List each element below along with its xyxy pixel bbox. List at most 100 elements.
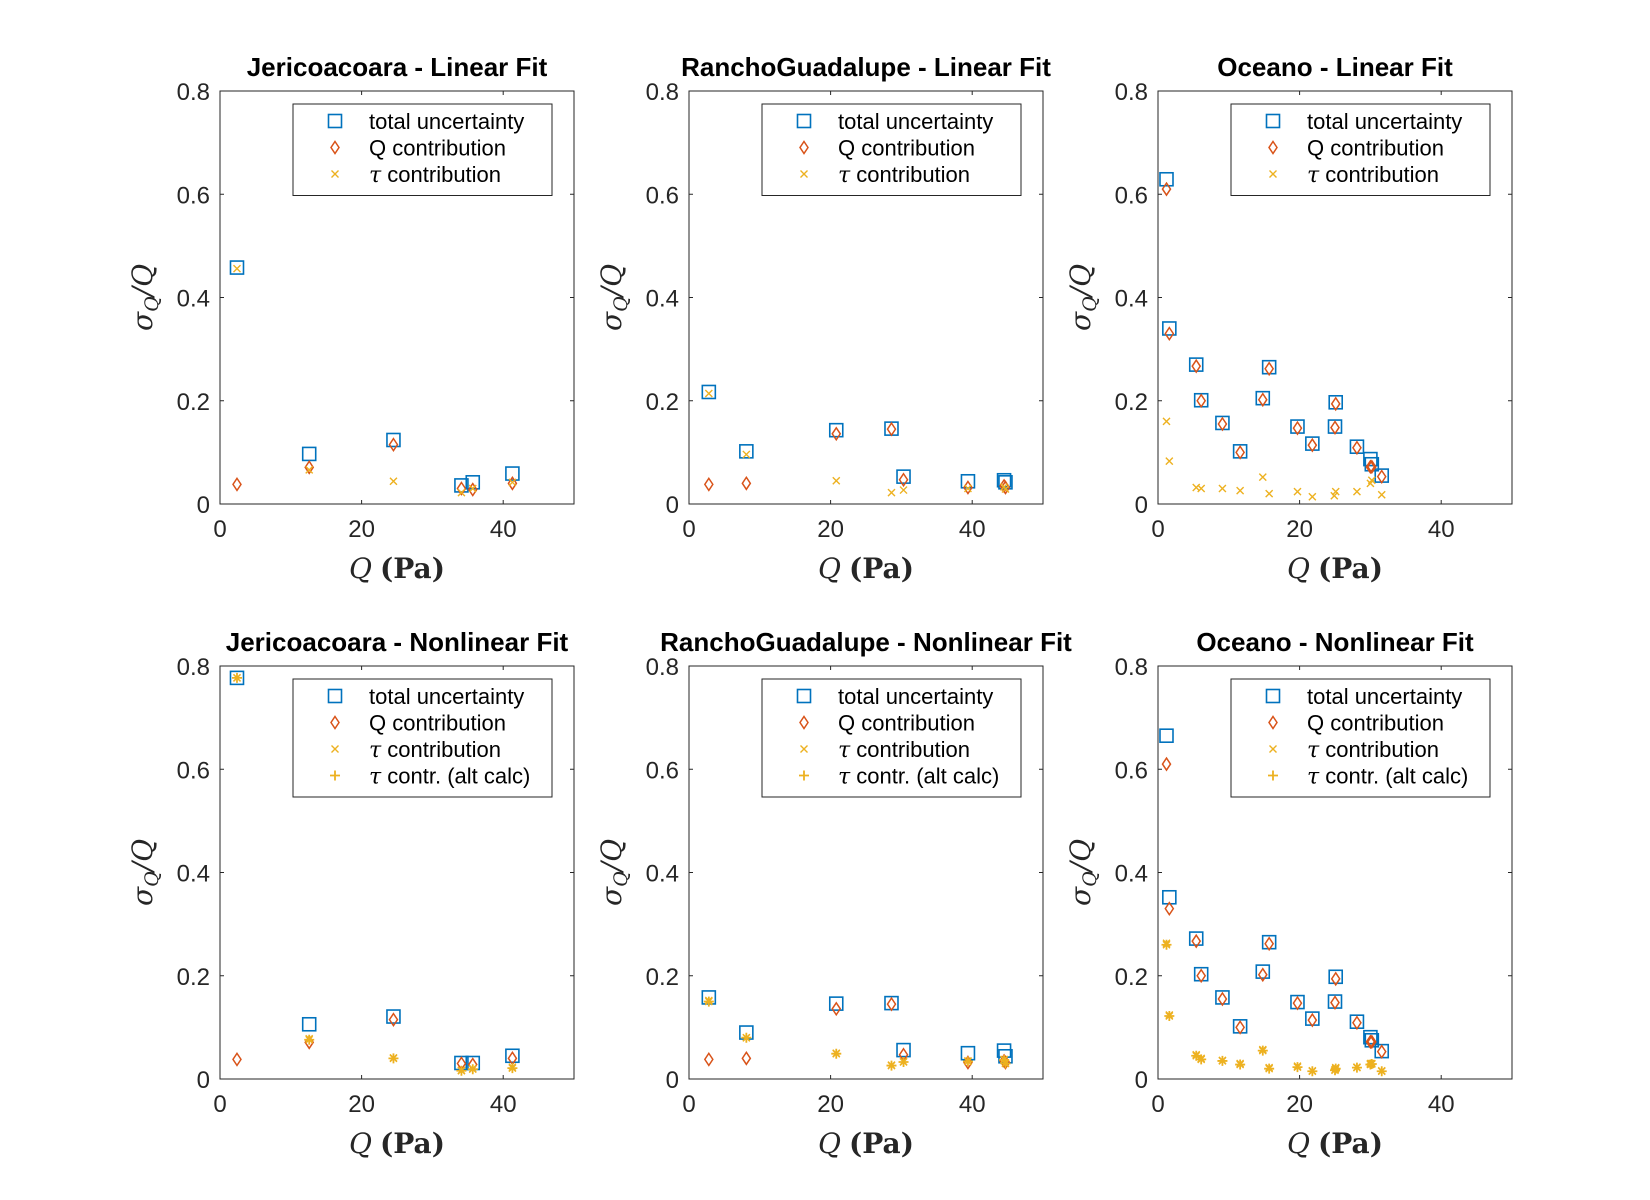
legend-marker-square bbox=[327, 113, 343, 129]
data-point-x bbox=[1218, 484, 1227, 493]
data-point-x bbox=[1258, 473, 1267, 482]
legend-box bbox=[292, 103, 553, 196]
data-point-diamond bbox=[1196, 393, 1207, 409]
data-point-diamond bbox=[232, 1052, 242, 1067]
data-point-diamond bbox=[1376, 1044, 1387, 1059]
legend-label: τ contribution bbox=[838, 737, 970, 763]
x-axis-label: Q (Pa) bbox=[349, 552, 445, 585]
x-axis-label: Q (Pa) bbox=[818, 552, 914, 585]
data-point-diamond bbox=[1365, 459, 1376, 475]
data-point-x bbox=[1293, 487, 1302, 496]
y-tick-label: 0.8 bbox=[1115, 654, 1148, 681]
legend-label: total uncertainty bbox=[369, 684, 524, 709]
y-tick-label: 0.6 bbox=[646, 757, 679, 784]
legend-marker-plus bbox=[1268, 770, 1278, 781]
x-tick-label: 40 bbox=[1428, 516, 1455, 543]
data-point-square bbox=[1159, 728, 1174, 743]
series-diamond bbox=[232, 437, 518, 497]
data-point-diamond bbox=[304, 459, 315, 475]
data-point-x bbox=[1352, 487, 1361, 496]
legend-label: τ contribution bbox=[369, 737, 501, 763]
data-point-plus-x bbox=[887, 1061, 896, 1070]
y-tick-label: 0 bbox=[197, 1067, 210, 1094]
data-point-plus-x bbox=[1367, 1060, 1376, 1069]
legend-marker-x bbox=[331, 745, 339, 753]
data-point-diamond bbox=[1191, 933, 1202, 949]
y-axis-label: σQ/Q bbox=[1064, 264, 1101, 331]
legend-label: τ contr. (alt calc) bbox=[1307, 764, 1468, 790]
data-point-plus-x bbox=[899, 1057, 908, 1066]
data-point-diamond bbox=[1330, 396, 1341, 412]
data-point-square bbox=[1188, 931, 1204, 946]
x-tick-label: 0 bbox=[1151, 1091, 1164, 1118]
y-tick-label: 0.6 bbox=[177, 757, 210, 784]
data-point-square bbox=[229, 260, 245, 275]
legend-label: total uncertainty bbox=[369, 109, 524, 134]
data-point-x bbox=[508, 478, 517, 487]
data-point-square bbox=[505, 466, 520, 481]
data-point-diamond bbox=[741, 475, 752, 491]
legend-box bbox=[1230, 678, 1491, 798]
data-point-x bbox=[1265, 489, 1274, 498]
data-point-diamond bbox=[1292, 420, 1303, 436]
y-tick-label: 0.4 bbox=[177, 286, 210, 313]
legend-label: total uncertainty bbox=[838, 109, 993, 134]
data-point-square bbox=[386, 1009, 401, 1024]
data-point-plus-x bbox=[1331, 1064, 1340, 1073]
data-point-plus-x bbox=[508, 1064, 517, 1073]
x-tick-label: 20 bbox=[817, 1091, 844, 1118]
x-tick-label: 40 bbox=[959, 1091, 986, 1118]
data-point-square bbox=[1363, 451, 1378, 467]
x-tick-label: 0 bbox=[213, 516, 226, 543]
y-tick-label: 0.2 bbox=[646, 389, 679, 416]
data-point-plus-x bbox=[468, 1065, 477, 1074]
legend-marker-square bbox=[796, 113, 812, 129]
legend-box bbox=[1230, 103, 1491, 196]
subplot-6: 0 0.2 0.4 0.6 0.8 0 20 40 Oceano - Nonlinear Fit… bbox=[1064, 627, 1513, 1160]
series-plus bbox=[231, 672, 518, 1076]
chart-title: RanchoGuadalupe - Linear Fit bbox=[681, 52, 1051, 82]
data-point-plus-x bbox=[1258, 1046, 1267, 1055]
data-point-plus-x bbox=[1165, 1012, 1174, 1021]
y-tick-label: 0.4 bbox=[646, 861, 679, 888]
legend-marker-x bbox=[1269, 170, 1277, 178]
chart-title: RanchoGuadalupe - Nonlinear Fit bbox=[660, 627, 1072, 657]
series-x bbox=[704, 389, 1010, 497]
legend-marker-square bbox=[1265, 113, 1281, 129]
legend-marker-x bbox=[800, 745, 808, 753]
data-point-diamond bbox=[1257, 392, 1268, 408]
x-tick-label: 40 bbox=[490, 1091, 517, 1118]
data-point-square bbox=[1328, 969, 1344, 985]
subplot-4: 0 0.2 0.4 0.6 0.8 0 20 40 Jericoacoara - Nonline… bbox=[126, 627, 575, 1160]
legend-label: τ contribution bbox=[369, 162, 501, 188]
chart-title: Jericoacoara - Nonlinear Fit bbox=[226, 627, 569, 657]
data-point-plus-x bbox=[1192, 1051, 1201, 1060]
series-plus bbox=[1161, 939, 1387, 1077]
legend-marker-diamond bbox=[1268, 140, 1278, 155]
legend-marker-plus bbox=[799, 770, 809, 781]
legend-label: Q contribution bbox=[1307, 711, 1444, 736]
data-point-plus-x bbox=[1352, 1063, 1361, 1072]
data-point-x bbox=[1308, 492, 1317, 501]
legend-marker-x bbox=[331, 170, 339, 178]
series-diamond bbox=[1161, 181, 1387, 484]
x-tick-label: 20 bbox=[817, 516, 844, 543]
data-point-diamond bbox=[1292, 995, 1303, 1011]
y-tick-label: 0 bbox=[1135, 1067, 1148, 1094]
legend-marker-square bbox=[327, 688, 343, 704]
y-tick-label: 0.8 bbox=[177, 654, 210, 681]
y-tick-label: 0.2 bbox=[1115, 389, 1148, 416]
legend-label: τ contribution bbox=[1307, 737, 1439, 763]
data-point-diamond bbox=[1330, 971, 1341, 987]
y-tick-label: 0.4 bbox=[646, 286, 679, 313]
data-point-diamond bbox=[831, 426, 842, 442]
data-point-x bbox=[899, 486, 908, 495]
data-point-diamond bbox=[1307, 437, 1318, 453]
y-tick-label: 0.2 bbox=[1115, 964, 1148, 991]
y-tick-label: 0.2 bbox=[177, 389, 210, 416]
x-axis-label: Q (Pa) bbox=[818, 1127, 914, 1160]
data-point-x bbox=[1331, 487, 1340, 496]
